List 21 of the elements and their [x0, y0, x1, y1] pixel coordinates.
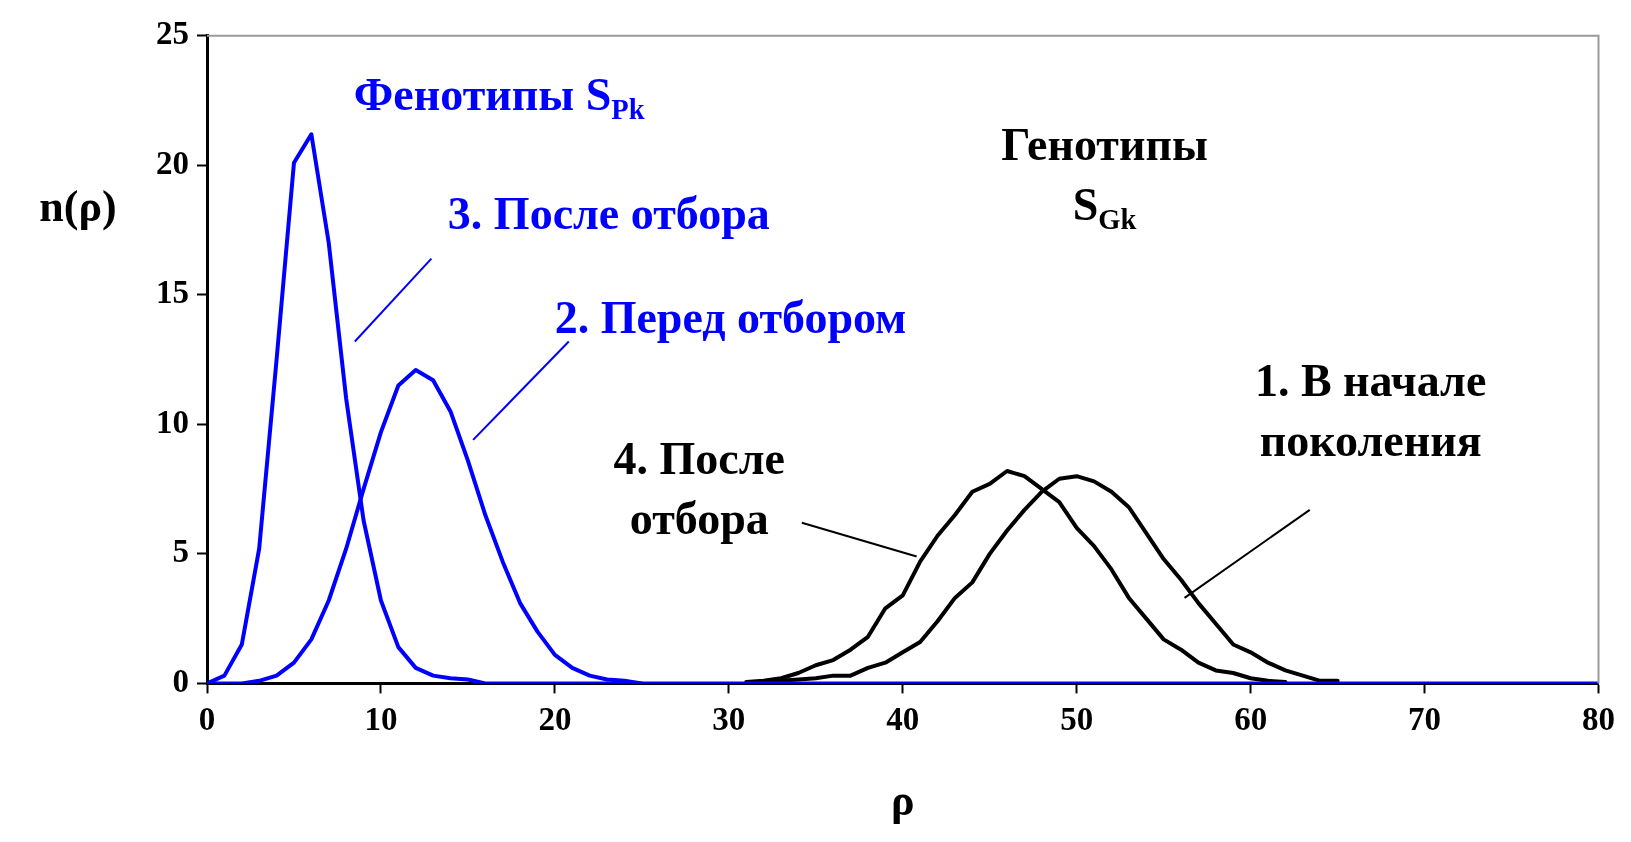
x-tick-label: 10: [364, 700, 398, 737]
y-tick-label: 25: [156, 15, 189, 52]
x-tick-label: 40: [886, 700, 920, 737]
y-tick-label: 15: [156, 274, 189, 311]
y-tick-label: 10: [156, 403, 189, 440]
x-axis-title: ρ: [890, 776, 915, 826]
text: 2. Перед отбором: [554, 291, 907, 343]
y-tick-label: 20: [156, 144, 189, 181]
y-axis-title: n(ρ): [39, 181, 117, 231]
x-tick-label: 30: [712, 700, 746, 737]
text: 1. В начале поколения: [1254, 354, 1487, 466]
text: 3. После отбора: [447, 188, 770, 240]
x-tick-label: 80: [1582, 700, 1615, 737]
x-tick-label: 50: [1060, 700, 1094, 737]
text: 4. После отбора: [613, 432, 785, 544]
x-tick-label: 0: [198, 700, 216, 737]
x-tick-label: 20: [538, 700, 572, 737]
x-tick-label: 60: [1234, 700, 1268, 737]
y-tick-label: 0: [172, 662, 189, 699]
y-tick-label: 5: [172, 533, 189, 570]
x-tick-label: 70: [1408, 700, 1442, 737]
